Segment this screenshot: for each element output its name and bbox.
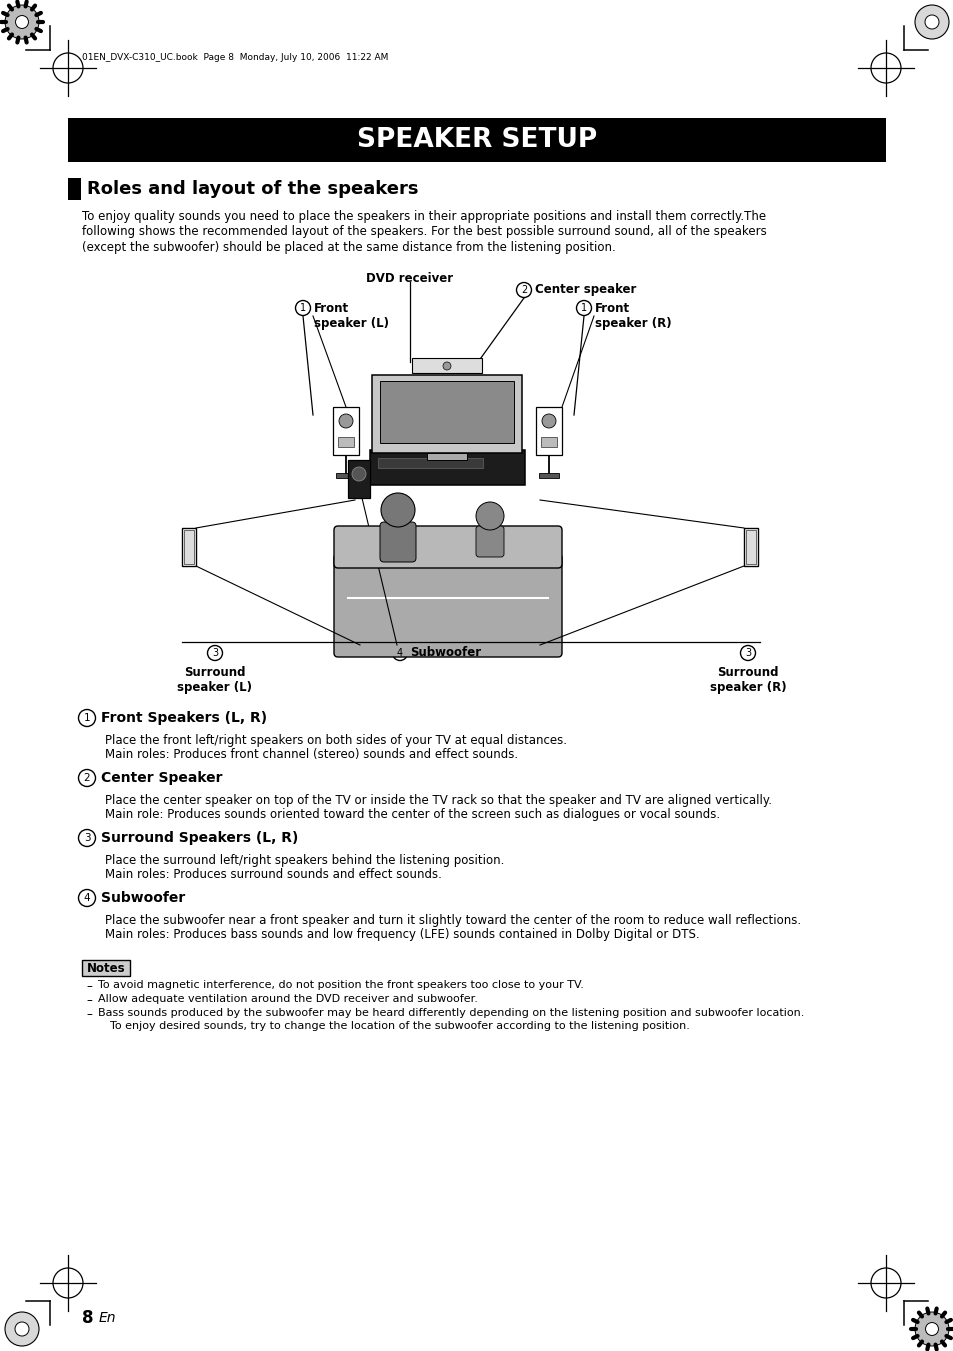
Text: 3: 3	[84, 834, 91, 843]
Text: Surround Speakers (L, R): Surround Speakers (L, R)	[101, 831, 298, 844]
Text: Main role: Produces sounds oriented toward the center of the screen such as dial: Main role: Produces sounds oriented towa…	[105, 808, 720, 821]
Circle shape	[924, 15, 938, 28]
Circle shape	[15, 16, 29, 28]
Text: –: –	[86, 979, 91, 993]
Text: –: –	[86, 994, 91, 1006]
Text: 2: 2	[520, 285, 527, 295]
Text: Bass sounds produced by the subwoofer may be heard differently depending on the : Bass sounds produced by the subwoofer ma…	[98, 1008, 803, 1019]
Text: To avoid magnetic interference, do not position the front speakers too close to : To avoid magnetic interference, do not p…	[98, 979, 583, 990]
FancyBboxPatch shape	[476, 526, 503, 557]
Text: Place the surround left/right speakers behind the listening position.: Place the surround left/right speakers b…	[105, 854, 504, 867]
Bar	[379, 381, 514, 443]
Text: DVD receiver: DVD receiver	[366, 272, 453, 285]
Text: Roles and layout of the speakers: Roles and layout of the speakers	[87, 180, 418, 199]
Text: Main roles: Produces front channel (stereo) sounds and effect sounds.: Main roles: Produces front channel (ster…	[105, 748, 517, 761]
Bar	[182, 528, 195, 566]
Text: 3: 3	[212, 648, 218, 658]
Bar	[743, 528, 758, 566]
Text: 4: 4	[396, 648, 402, 658]
Text: Main roles: Produces bass sounds and low frequency (LFE) sounds contained in Dol: Main roles: Produces bass sounds and low…	[105, 928, 699, 942]
Text: –: –	[86, 1008, 91, 1021]
Text: (except the subwoofer) should be placed at the same distance from the listening : (except the subwoofer) should be placed …	[82, 240, 615, 254]
FancyBboxPatch shape	[334, 554, 561, 657]
Text: Front
speaker (R): Front speaker (R)	[595, 303, 671, 330]
Bar	[335, 473, 355, 478]
Bar	[184, 530, 193, 563]
Text: 1: 1	[580, 303, 586, 313]
Text: Center Speaker: Center Speaker	[101, 771, 222, 785]
Bar	[745, 530, 755, 563]
Bar	[540, 436, 557, 447]
Text: To enjoy quality sounds you need to place the speakers in their appropriate posi: To enjoy quality sounds you need to plac…	[82, 209, 765, 223]
Text: En: En	[99, 1310, 116, 1325]
Bar	[68, 178, 81, 200]
Circle shape	[924, 1323, 938, 1335]
Text: 3: 3	[744, 648, 750, 658]
Text: 1: 1	[299, 303, 306, 313]
Text: following shows the recommended layout of the speakers. For the best possible su: following shows the recommended layout o…	[82, 226, 766, 239]
Bar	[427, 453, 467, 459]
FancyBboxPatch shape	[379, 521, 416, 562]
Bar	[538, 473, 558, 478]
Circle shape	[476, 503, 503, 530]
Circle shape	[380, 493, 415, 527]
Text: Center speaker: Center speaker	[535, 284, 636, 296]
Circle shape	[5, 5, 39, 39]
Circle shape	[541, 413, 556, 428]
Text: Front Speakers (L, R): Front Speakers (L, R)	[101, 711, 267, 725]
Circle shape	[338, 413, 353, 428]
Circle shape	[15, 1323, 29, 1336]
Text: Place the center speaker on top of the TV or inside the TV rack so that the spea: Place the center speaker on top of the T…	[105, 794, 771, 807]
Bar	[412, 358, 481, 373]
Bar	[337, 436, 354, 447]
FancyBboxPatch shape	[334, 526, 561, 567]
Text: Main roles: Produces surround sounds and effect sounds.: Main roles: Produces surround sounds and…	[105, 867, 441, 881]
Bar	[68, 118, 885, 162]
Bar	[348, 459, 370, 499]
Text: Place the front left/right speakers on both sides of your TV at equal distances.: Place the front left/right speakers on b…	[105, 734, 566, 747]
Text: 01EN_DVX-C310_UC.book  Page 8  Monday, July 10, 2006  11:22 AM: 01EN_DVX-C310_UC.book Page 8 Monday, Jul…	[82, 53, 388, 62]
Bar	[82, 961, 130, 975]
Text: Subwoofer: Subwoofer	[410, 647, 480, 659]
Circle shape	[5, 1312, 39, 1346]
Circle shape	[914, 1312, 948, 1346]
Text: SPEAKER SETUP: SPEAKER SETUP	[356, 127, 597, 153]
Text: To enjoy desired sounds, try to change the location of the subwoofer according t: To enjoy desired sounds, try to change t…	[110, 1021, 689, 1031]
Text: Surround
speaker (R): Surround speaker (R)	[709, 666, 785, 694]
Text: Allow adequate ventilation around the DVD receiver and subwoofer.: Allow adequate ventilation around the DV…	[98, 994, 477, 1004]
Text: Place the subwoofer near a front speaker and turn it slightly toward the center : Place the subwoofer near a front speaker…	[105, 915, 801, 927]
Circle shape	[914, 5, 948, 39]
Text: Subwoofer: Subwoofer	[101, 892, 185, 905]
Text: 4: 4	[84, 893, 91, 902]
Text: Notes: Notes	[87, 962, 125, 974]
Bar	[333, 407, 358, 455]
Text: Surround
speaker (L): Surround speaker (L)	[177, 666, 253, 694]
Bar	[377, 458, 482, 467]
Text: 2: 2	[84, 773, 91, 784]
Bar	[372, 376, 521, 453]
Circle shape	[352, 467, 366, 481]
Bar	[536, 407, 561, 455]
Text: 8: 8	[82, 1309, 93, 1327]
Text: 1: 1	[84, 713, 91, 723]
Text: Front
speaker (L): Front speaker (L)	[314, 303, 389, 330]
Bar	[370, 450, 524, 485]
Circle shape	[442, 362, 451, 370]
